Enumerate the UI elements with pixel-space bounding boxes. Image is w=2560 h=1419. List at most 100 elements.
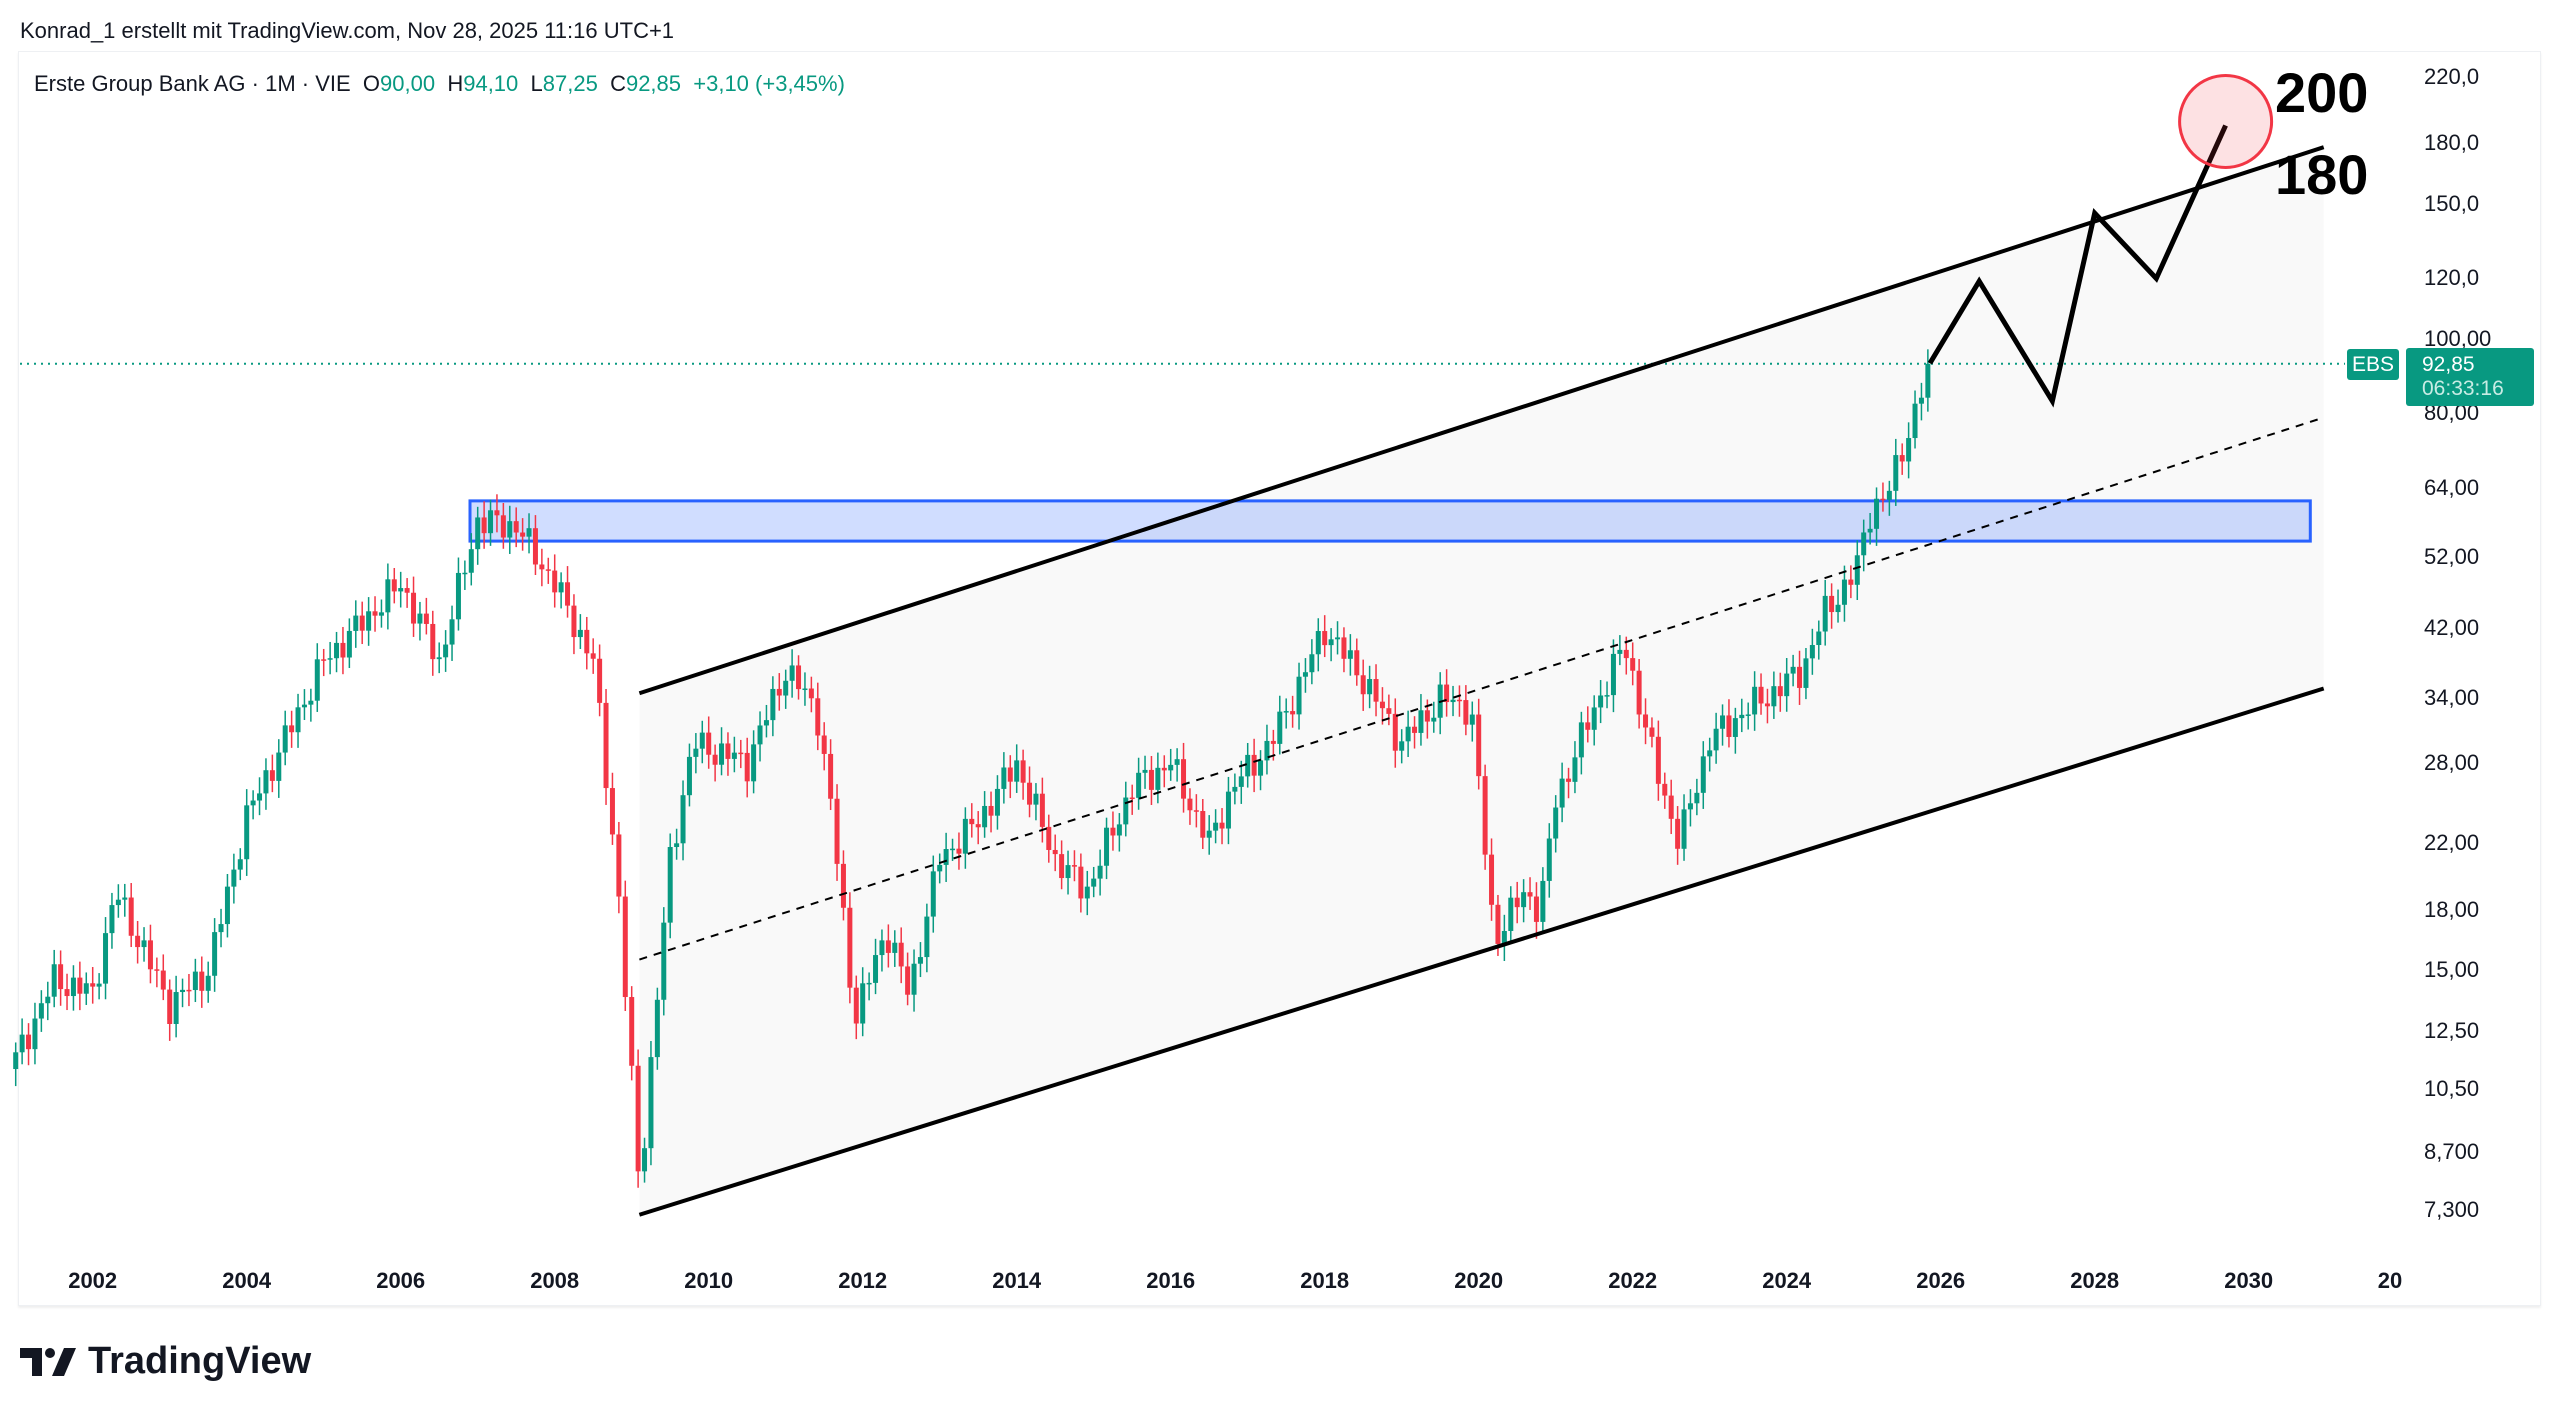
price-tick: 52,00 bbox=[2424, 543, 2480, 569]
candle-body bbox=[1636, 670, 1642, 715]
candle-body bbox=[552, 570, 558, 593]
candle-body bbox=[1874, 498, 1880, 529]
candle-body bbox=[603, 702, 609, 789]
candle-body bbox=[853, 987, 859, 1024]
candle-body bbox=[1168, 764, 1174, 771]
candle-body bbox=[1822, 595, 1828, 632]
candle-body bbox=[1232, 786, 1238, 792]
candle-body bbox=[917, 957, 923, 964]
candle-body bbox=[1662, 783, 1668, 796]
candle-body bbox=[462, 572, 468, 575]
target-label-200[interactable]: 200 bbox=[2275, 61, 2369, 124]
candle-body bbox=[1694, 792, 1700, 804]
candle-body bbox=[828, 753, 834, 799]
candle-body bbox=[526, 528, 532, 537]
candle-body bbox=[706, 732, 712, 755]
candle-body bbox=[1193, 810, 1199, 812]
candle-body bbox=[327, 658, 333, 660]
low-label: L bbox=[530, 71, 543, 96]
candle-body bbox=[263, 770, 269, 794]
candle-body bbox=[257, 793, 263, 801]
candle-body bbox=[1707, 750, 1713, 757]
time-tick: 2016 bbox=[1146, 1268, 1196, 1293]
candle-body bbox=[1322, 631, 1328, 646]
candle-body bbox=[571, 605, 577, 638]
candle-body bbox=[1097, 865, 1103, 879]
price-tick: 64,00 bbox=[2424, 474, 2480, 500]
candle-body bbox=[13, 1052, 19, 1070]
candle-body bbox=[83, 983, 89, 994]
candle-body bbox=[1335, 637, 1341, 640]
resistance-zone bbox=[468, 499, 2312, 543]
target-label-180[interactable]: 180 bbox=[2275, 143, 2369, 206]
candle-body bbox=[789, 665, 795, 681]
candle-body bbox=[1540, 880, 1546, 922]
candle-body bbox=[1136, 772, 1142, 798]
candle-body bbox=[1161, 767, 1167, 771]
candle-body bbox=[212, 932, 218, 976]
tradingview-logo[interactable]: TradingView bbox=[20, 1340, 311, 1383]
candle-body bbox=[1732, 718, 1738, 737]
candle-body bbox=[180, 989, 186, 993]
candle-body bbox=[1033, 793, 1039, 805]
candle-body bbox=[1264, 740, 1270, 761]
candle-body bbox=[96, 983, 102, 987]
candle-body bbox=[1655, 736, 1661, 784]
candle-body bbox=[1110, 827, 1116, 836]
candle-body bbox=[19, 1034, 25, 1053]
bar-countdown: 06:33:16 bbox=[2422, 377, 2504, 400]
candle-body bbox=[1405, 726, 1411, 742]
candle-body bbox=[103, 933, 109, 984]
candle-body bbox=[1527, 892, 1533, 897]
candle-body bbox=[455, 572, 461, 620]
candle-body bbox=[577, 629, 583, 638]
candle-body bbox=[141, 940, 147, 948]
candle-body bbox=[468, 549, 474, 573]
time-tick: 2024 bbox=[1762, 1268, 1812, 1293]
candle-body bbox=[1347, 650, 1353, 659]
candle-body bbox=[70, 977, 76, 997]
candle-body bbox=[712, 754, 718, 765]
candle-body bbox=[1745, 714, 1751, 716]
candle-body bbox=[905, 966, 911, 995]
candle-body bbox=[1578, 722, 1584, 758]
candle-body bbox=[1270, 740, 1276, 744]
candle-body bbox=[1059, 854, 1065, 879]
candle-body bbox=[520, 532, 526, 537]
candle-body bbox=[1148, 769, 1154, 790]
candle-body bbox=[1379, 701, 1385, 709]
candle-body bbox=[1296, 676, 1302, 715]
candle-body bbox=[1418, 710, 1424, 733]
candle-body bbox=[1238, 776, 1244, 787]
candle-body bbox=[1463, 700, 1469, 725]
chart-watermark: Konrad_1 erstellt mit TradingView.com, N… bbox=[20, 18, 675, 43]
candle-body bbox=[1046, 826, 1052, 850]
candle-body bbox=[1258, 760, 1264, 776]
candle-body bbox=[147, 940, 153, 970]
candle-body bbox=[224, 886, 230, 925]
candle-body bbox=[943, 849, 949, 865]
candle-body bbox=[282, 725, 288, 753]
candle-body bbox=[975, 824, 981, 828]
logo-text: TradingView bbox=[88, 1340, 312, 1382]
candle-body bbox=[475, 517, 481, 550]
candle-body bbox=[90, 983, 96, 987]
candle-body bbox=[1213, 822, 1219, 831]
candle-body bbox=[1713, 728, 1719, 751]
candle-body bbox=[128, 897, 134, 936]
candle-body bbox=[751, 744, 757, 782]
candle-body bbox=[250, 800, 256, 806]
candle-body bbox=[609, 788, 615, 835]
candle-body bbox=[674, 843, 680, 848]
candle-body bbox=[629, 997, 635, 1066]
candle-body bbox=[1893, 455, 1899, 491]
candle-body bbox=[1251, 754, 1257, 776]
candle-body bbox=[1129, 797, 1135, 800]
candle-body bbox=[847, 907, 853, 988]
candle-body bbox=[378, 612, 384, 616]
symbol-name[interactable]: Erste Group Bank AG · 1M · VIE bbox=[34, 71, 351, 96]
candle-body bbox=[398, 588, 404, 592]
candle-body bbox=[1617, 649, 1623, 654]
candle-body bbox=[404, 588, 410, 593]
